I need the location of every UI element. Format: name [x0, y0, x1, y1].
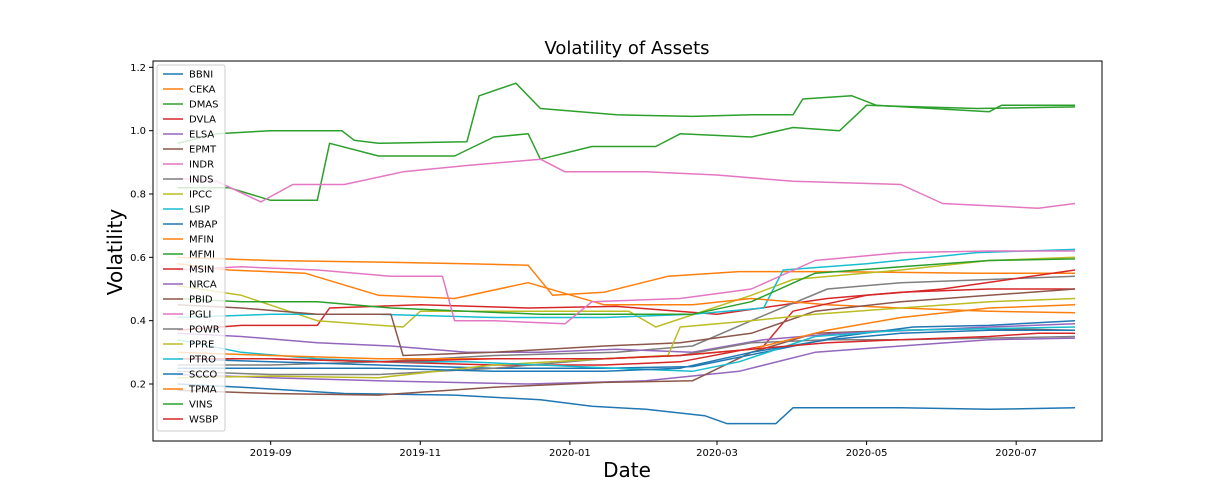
series-line-pbid	[177, 288, 1076, 357]
legend-label: TPMA	[188, 385, 217, 396]
legend-label: DMAS	[189, 100, 219, 111]
legend-label: DVLA	[189, 115, 216, 126]
y-tick-label: 1.2	[130, 63, 146, 74]
y-tick-label: 0.2	[130, 380, 146, 391]
series-line-inds	[177, 275, 1076, 366]
legend-label: ELSA	[189, 130, 214, 141]
legend-label: VINS	[189, 400, 213, 411]
series-line-wsbp	[177, 332, 1075, 363]
x-tick-label: 2020-03	[696, 448, 738, 459]
series-line-indr	[177, 158, 1076, 209]
x-tick-label: 2020-05	[846, 448, 888, 459]
chart-title: Volatility of Assets	[544, 38, 709, 59]
series-line-ceka	[177, 256, 1075, 297]
series-line-elsa	[177, 337, 1076, 385]
series-line-scco	[177, 329, 1075, 373]
series-line-mfmi	[177, 258, 1076, 316]
plot-series-group	[177, 82, 1076, 425]
legend-label: BBNI	[189, 70, 213, 81]
x-axis-label: Date	[603, 458, 651, 482]
x-tick-label: 2019-09	[250, 448, 292, 459]
y-tick-label: 0.6	[130, 253, 146, 264]
series-line-mbap	[177, 319, 1076, 369]
x-tick-label: 2020-01	[549, 448, 591, 459]
legend-label: LSIP	[189, 205, 210, 216]
legend-label: INDR	[189, 160, 214, 171]
legend-label: MBAP	[189, 220, 217, 231]
legend-label: MFIN	[189, 235, 214, 246]
legend-label: IPCC	[189, 190, 212, 201]
legend-box	[156, 64, 226, 432]
x-tick-label: 2020-07	[995, 448, 1037, 459]
series-line-vins	[177, 82, 1075, 145]
legend-label: PPRE	[189, 340, 214, 351]
legend-label: MSIN	[189, 265, 214, 276]
legend-label: PBID	[189, 295, 213, 306]
legend-label: CEKA	[189, 85, 216, 96]
y-tick-label: 1.0	[130, 126, 146, 137]
legend: BBNI CEKA DMAS DVLA ELSA EPMT INDR INDS IPCC LSIP…	[156, 64, 226, 432]
legend-label: WSBP	[189, 415, 218, 426]
x-axis-ticks: 2019-09 2019-11 2020-01 2020-03 2020-05 2020-…	[250, 441, 1037, 459]
plot-frame	[152, 60, 1103, 442]
legend-label: SCCO	[189, 370, 217, 381]
y-tick-label: 0.4	[130, 316, 146, 327]
series-line-ptro	[177, 326, 1076, 373]
series-line-ipcc	[177, 256, 1076, 328]
legend-label: NRCA	[189, 280, 217, 291]
legend-label: INDS	[189, 175, 213, 186]
legend-label: PGLI	[189, 310, 211, 321]
y-tick-label: 0.8	[130, 190, 146, 201]
x-tick-label: 2019-11	[399, 448, 441, 459]
legend-label: MFMI	[189, 250, 215, 261]
legend-label: POWR	[189, 325, 220, 336]
series-line-pgli	[177, 250, 1075, 325]
series-line-ppre	[177, 297, 1076, 379]
y-axis-ticks: 0.2 0.4 0.6 0.8 1.0 1.2	[130, 63, 153, 391]
series-line-bbni	[177, 383, 1076, 425]
y-axis-label: Volatility	[103, 209, 127, 296]
legend-label: PTRO	[189, 355, 216, 366]
legend-label: EPMT	[189, 145, 217, 156]
